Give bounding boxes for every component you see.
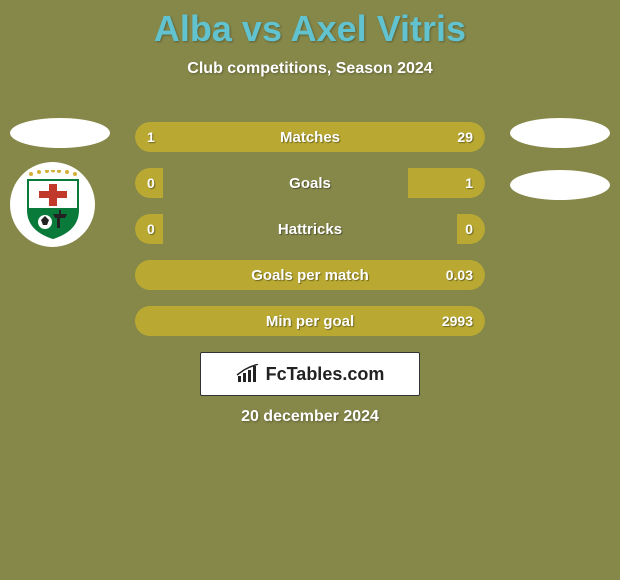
player1-ellipse (10, 118, 110, 148)
stat-row: 129Matches (135, 122, 485, 152)
stat-label: Goals (135, 175, 485, 192)
date-text: 20 december 2024 (0, 408, 620, 426)
infographic-container: Alba vs Axel Vitris Club competitions, S… (0, 0, 620, 580)
fctables-text: FcTables.com (266, 364, 385, 385)
stat-row: 0.03Goals per match (135, 260, 485, 290)
stat-row: 01Goals (135, 168, 485, 198)
player2-ellipse-2 (510, 170, 610, 200)
player1-team-badge (10, 162, 95, 247)
chart-icon (236, 364, 260, 384)
oriente-badge-icon (23, 170, 83, 240)
stat-label: Min per goal (135, 313, 485, 330)
stat-label: Matches (135, 129, 485, 146)
page-title: Alba vs Axel Vitris (0, 0, 620, 50)
right-badges (510, 118, 610, 247)
stats-panel: 129Matches 01Goals 00Hattricks 0.03Goals pe… (135, 122, 485, 336)
stat-row: 2993Min per goal (135, 306, 485, 336)
player2-ellipse-1 (510, 118, 610, 148)
stat-label: Hattricks (135, 221, 485, 238)
stat-label: Goals per match (135, 267, 485, 284)
stat-row: 00Hattricks (135, 214, 485, 244)
page-subtitle: Club competitions, Season 2024 (0, 60, 620, 78)
fctables-logo: FcTables.com (200, 352, 420, 396)
left-badges (10, 118, 110, 247)
